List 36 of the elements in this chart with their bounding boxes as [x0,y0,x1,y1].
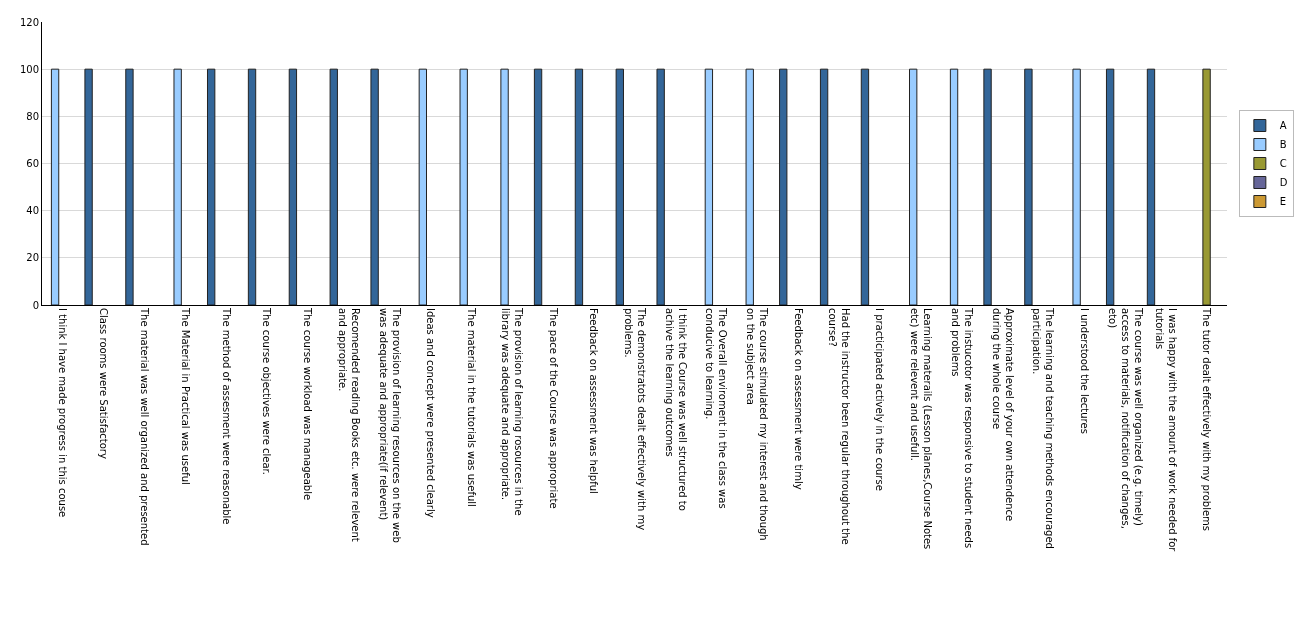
x-tick-label: I understood the lectures [1078,308,1090,434]
x-tick-label: The Overall enviroment in the class was conducive to learning. [704,307,729,509]
y-tick-label: 0 [32,299,39,311]
x-tick-label: I think I have made progress in this couse [57,308,69,518]
x-tick-label: Learning materails (Lesson planes,Course Notes etc) were relevent and usefull. [908,308,933,550]
legend-label: A [1279,120,1287,132]
legend-label: B [1279,139,1287,151]
x-tick-label: Ideas and concept were presented clearly [424,308,436,518]
x-tick-label: The tutor dealt effectively with my problems [1201,307,1213,532]
x-tick-label: Had the instructor been regular throughout the course? [827,308,852,545]
x-tick-label: The method of assesment were reasonable [220,307,232,525]
x-tick-label: The provision of learning rosources in the library was adequate and appropriate. [500,307,525,516]
legend-label: D [1279,177,1288,189]
x-tick-label: The material in the tutorials was usefull [465,307,477,507]
x-tick-label: The course objectives were clear. [261,307,273,475]
y-tick-label: 100 [19,63,39,75]
legend-label: E [1279,196,1287,208]
x-tick-label: Recomended reading Books etc. were relevent and appropriate. [336,308,361,542]
x-tick-label: The pace of the Course was appropriate [547,307,559,509]
y-tick-label: 60 [26,158,39,169]
x-tick-label: The demonstratots dealt effectively with my problems. [622,307,647,531]
x-tick-label: The Material in Practical was useful [179,307,191,485]
x-tick-label: The course was well organized (e.g. timely) access to materials, notification of changes, eto) [1106,307,1144,529]
y-tick-label: 40 [26,205,39,217]
x-tick-label: The learning and teaching methods encouraged participation. [1031,307,1056,549]
x-tick-label: Class rooms were Satisfactory [98,308,110,459]
y-tick-label: 20 [26,252,39,264]
legend-label: C [1279,158,1287,170]
y-tick-label: 120 [19,16,39,28]
x-tick-label: The provision of learning resources on the web was adequate and appropriate(if relevent) [377,307,402,543]
x-tick-label: The material was well organized and presented [138,307,150,546]
x-tick-label: Feedback on assessment was helpful [588,308,600,494]
y-tick-label: 80 [26,110,39,122]
x-tick-label: The course workload was manageable [302,307,314,501]
x-tick-label: Feedback on assessment were timly [792,308,804,490]
x-tick-label: I practicipated actively in the course [874,308,886,491]
